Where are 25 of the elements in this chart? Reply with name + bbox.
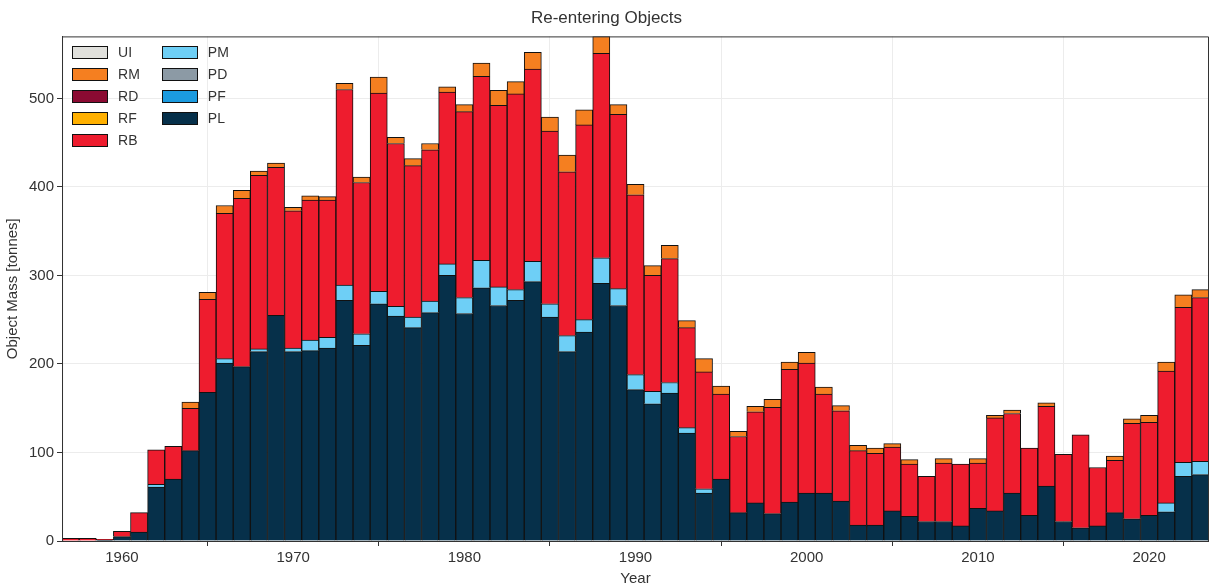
x-tick-label: 2010 — [961, 548, 995, 566]
legend-label: RB — [118, 132, 138, 149]
x-tick-label: 1960 — [105, 548, 139, 566]
y-tick-label: 300 — [29, 265, 55, 283]
x-tick-label: 2020 — [1132, 548, 1166, 566]
y-tick-label: 0 — [45, 531, 55, 549]
y-tick-label: 100 — [29, 442, 55, 460]
x-tick-label: 1990 — [618, 548, 653, 566]
legend-label: UI — [118, 44, 133, 61]
y-tick-label: 200 — [29, 354, 55, 372]
legend-label: RD — [118, 88, 139, 105]
legend-label: PL — [207, 110, 225, 127]
y-tick-label: 500 — [29, 88, 55, 106]
chart-title: Re-entering Objects — [530, 7, 683, 27]
x-tick-label: 1980 — [447, 548, 482, 566]
x-tick-label: 2000 — [790, 548, 824, 566]
legend-label: RM — [118, 66, 140, 83]
legend-label: PD — [207, 66, 228, 83]
y-axis-title: Object Mass [tonnes] — [3, 218, 21, 360]
legend-label: PF — [207, 88, 226, 105]
y-tick-label: 400 — [29, 177, 55, 195]
legend-label: RF — [118, 110, 137, 127]
legend-label: PM — [207, 44, 229, 61]
x-tick-label: 1970 — [276, 548, 310, 566]
x-axis-title: Year — [620, 569, 651, 587]
